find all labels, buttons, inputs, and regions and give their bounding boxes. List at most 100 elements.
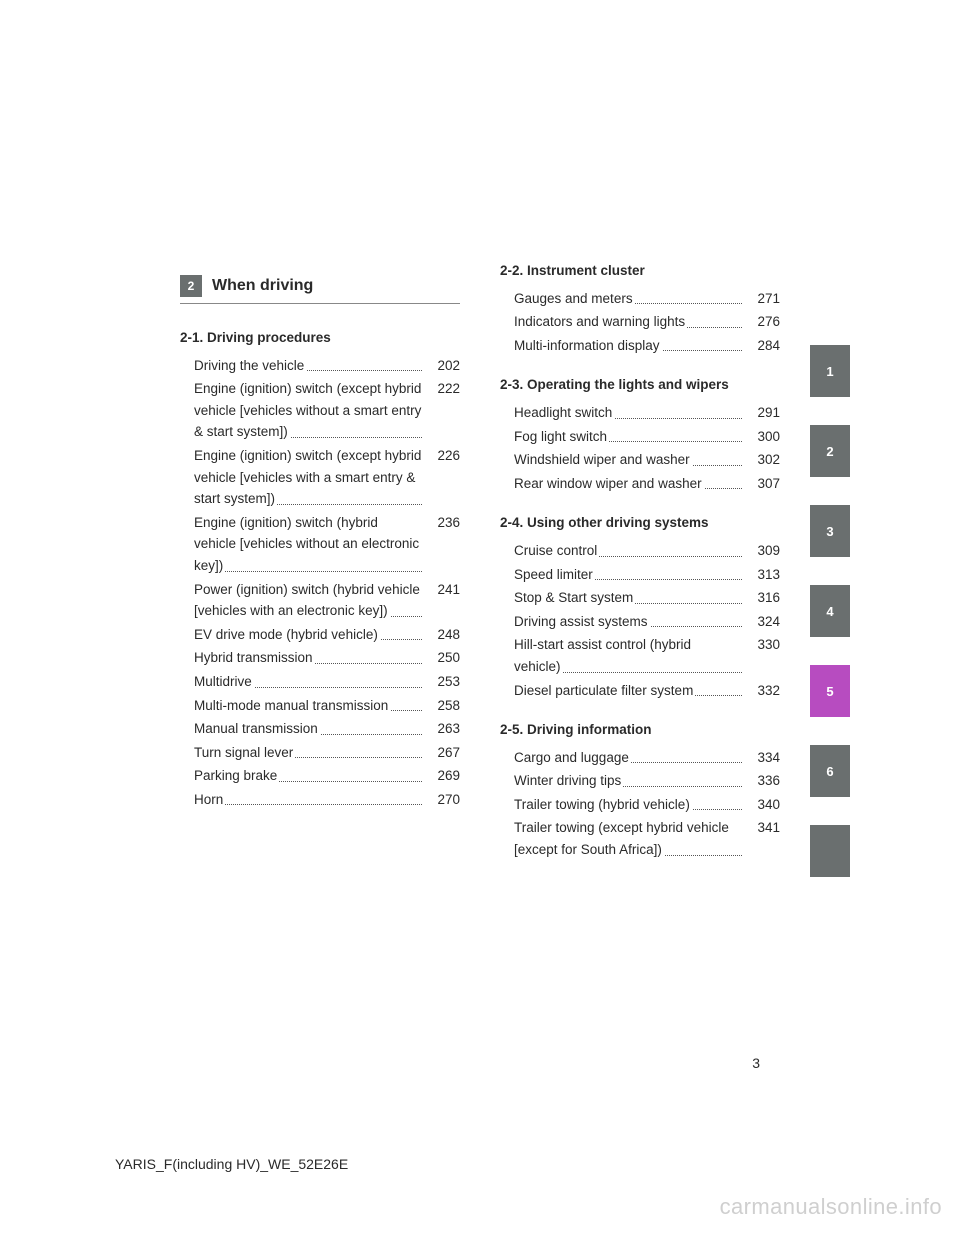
- toc-entry-page: 284: [742, 335, 780, 357]
- chapter-title: When driving: [212, 277, 313, 295]
- toc-entry: Gauges and meters 271: [500, 288, 780, 310]
- toc-entry-page: 336: [742, 770, 780, 792]
- toc-entry-text: Power (ignition) switch (hybrid vehicle …: [180, 579, 422, 622]
- toc-entry: Windshield wiper and washer 302: [500, 449, 780, 471]
- toc-entry: EV drive mode (hybrid vehicle) 248: [180, 624, 460, 646]
- toc-entry: Trailer towing (hybrid vehicle) 340: [500, 794, 780, 816]
- toc-entry: Turn signal lever 267: [180, 742, 460, 764]
- side-tab[interactable]: 3: [810, 505, 850, 557]
- toc-entry-page: 270: [422, 789, 460, 811]
- section-heading: 2-5. Driving information: [500, 719, 780, 741]
- toc-entry-text: EV drive mode (hybrid vehicle): [180, 624, 422, 646]
- toc-entry: Engine (ignition) switch (except hybrid …: [180, 445, 460, 510]
- toc-entry: Parking brake 269: [180, 765, 460, 787]
- toc-entry: Headlight switch 291: [500, 402, 780, 424]
- side-tabs: 1 2 3 4 5 6: [810, 345, 850, 905]
- page: 2 When driving 2-1. Driving procedures Dr…: [0, 0, 960, 1242]
- toc-entry: Manual transmission 263: [180, 718, 460, 740]
- section-heading: 2-1. Driving procedures: [180, 327, 460, 349]
- toc-entry: Trailer towing (except hybrid vehicle [e…: [500, 817, 780, 860]
- page-number: 3: [752, 1055, 760, 1071]
- chapter-number-badge: 2: [180, 275, 202, 297]
- document-footer: YARIS_F(including HV)_WE_52E26E: [115, 1156, 348, 1172]
- toc-entry-page: 250: [422, 647, 460, 669]
- toc-column-right: 2-2. Instrument cluster Gauges and meters…: [500, 260, 780, 863]
- toc-entry-page: 300: [742, 426, 780, 448]
- toc-entry: Cargo and luggage 334: [500, 747, 780, 769]
- toc-entry-page: 276: [742, 311, 780, 333]
- watermark: carmanualsonline.info: [720, 1194, 942, 1220]
- toc-entry-page: 302: [742, 449, 780, 471]
- side-tab[interactable]: [810, 825, 850, 877]
- toc-entry-page: 248: [422, 624, 460, 646]
- toc-entry-text: Winter driving tips: [500, 770, 742, 792]
- toc-entry-page: 330: [742, 634, 780, 677]
- toc-entry-text: Fog light switch: [500, 426, 742, 448]
- toc-entry: Fog light switch 300: [500, 426, 780, 448]
- toc-entry-text: Multidrive: [180, 671, 422, 693]
- toc-entry: Multi-mode manual transmission 258: [180, 695, 460, 717]
- toc-entry-text: Driving assist systems: [500, 611, 742, 633]
- toc-entry-page: 271: [742, 288, 780, 310]
- toc-entry: Rear window wiper and washer 307: [500, 473, 780, 495]
- toc-entry-page: 316: [742, 587, 780, 609]
- toc-entry: Diesel particulate filter system 332: [500, 680, 780, 702]
- toc-entry-page: 267: [422, 742, 460, 764]
- toc-entry-text: Driving the vehicle: [180, 355, 422, 377]
- side-tab[interactable]: 6: [810, 745, 850, 797]
- toc-entry: Engine (ignition) switch (except hybrid …: [180, 378, 460, 443]
- toc-entry: Driving the vehicle 202: [180, 355, 460, 377]
- toc-entry-text: Hybrid transmission: [180, 647, 422, 669]
- toc-entry: Engine (ignition) switch (hybrid vehicle…: [180, 512, 460, 577]
- toc-entry: Cruise control 309: [500, 540, 780, 562]
- toc-entry: Multidrive 253: [180, 671, 460, 693]
- toc-entry-page: 263: [422, 718, 460, 740]
- toc-entry-page: 324: [742, 611, 780, 633]
- side-tab[interactable]: 4: [810, 585, 850, 637]
- toc-entry-text: Engine (ignition) switch (except hybrid …: [180, 378, 422, 443]
- toc-entry-page: 309: [742, 540, 780, 562]
- toc-entry-text: Trailer towing (hybrid vehicle): [500, 794, 742, 816]
- toc-entry-text: Speed limiter: [500, 564, 742, 586]
- toc-entry-page: 222: [422, 378, 460, 443]
- toc-entry-page: 202: [422, 355, 460, 377]
- toc-entry-page: 253: [422, 671, 460, 693]
- toc-entry-page: 340: [742, 794, 780, 816]
- side-tab[interactable]: 2: [810, 425, 850, 477]
- toc-entry-page: 269: [422, 765, 460, 787]
- section-heading: 2-4. Using other driving systems: [500, 512, 780, 534]
- toc-entry-text: Cargo and luggage: [500, 747, 742, 769]
- toc-entry-text: Horn: [180, 789, 422, 811]
- section-heading: 2-3. Operating the lights and wipers: [500, 374, 780, 396]
- section-heading: 2-2. Instrument cluster: [500, 260, 780, 282]
- toc-entry-text: Indicators and warning lights: [500, 311, 742, 333]
- toc-entry-text: Diesel particulate filter system: [500, 680, 742, 702]
- side-tab[interactable]: 1: [810, 345, 850, 397]
- toc-entry-text: Manual transmission: [180, 718, 422, 740]
- toc-entry: Power (ignition) switch (hybrid vehicle …: [180, 579, 460, 622]
- toc-entry-text: Trailer towing (except hybrid vehicle [e…: [500, 817, 742, 860]
- toc-entry-page: 332: [742, 680, 780, 702]
- toc-entry-page: 241: [422, 579, 460, 622]
- toc-entry-page: 291: [742, 402, 780, 424]
- side-tab[interactable]: 5: [810, 665, 850, 717]
- toc-entry-page: 226: [422, 445, 460, 510]
- toc-entry-page: 341: [742, 817, 780, 860]
- toc-entry-text: Engine (ignition) switch (hybrid vehicle…: [180, 512, 422, 577]
- toc-column-left: 2-1. Driving procedures Driving the vehic…: [180, 325, 460, 812]
- toc-entry-text: Headlight switch: [500, 402, 742, 424]
- toc-entry: Driving assist systems 324: [500, 611, 780, 633]
- toc-entry-text: Multi-mode manual transmission: [180, 695, 422, 717]
- toc-entry: Winter driving tips 336: [500, 770, 780, 792]
- toc-entry-text: Cruise control: [500, 540, 742, 562]
- toc-entry-text: Turn signal lever: [180, 742, 422, 764]
- toc-entry-page: 307: [742, 473, 780, 495]
- toc-entry-text: Gauges and meters: [500, 288, 742, 310]
- toc-entry-text: Rear window wiper and washer: [500, 473, 742, 495]
- toc-entry-page: 334: [742, 747, 780, 769]
- toc-entry: Hill-start assist control (hybrid vehicl…: [500, 634, 780, 677]
- toc-entry-page: 313: [742, 564, 780, 586]
- toc-entry: Indicators and warning lights 276: [500, 311, 780, 333]
- toc-entry: Hybrid transmission 250: [180, 647, 460, 669]
- toc-entry-text: Parking brake: [180, 765, 422, 787]
